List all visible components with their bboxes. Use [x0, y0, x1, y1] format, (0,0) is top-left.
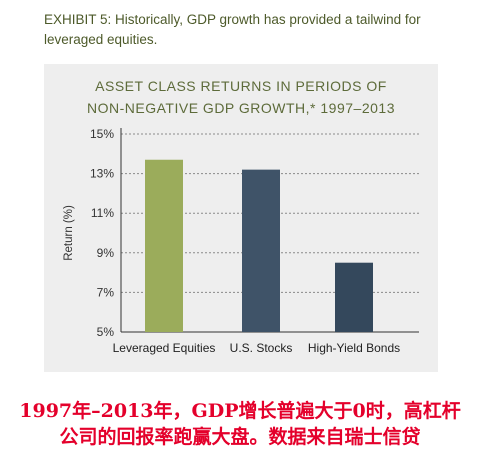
y-axis-label: Return (%) — [63, 205, 75, 261]
y-tick-label: 7% — [97, 285, 115, 299]
bar — [335, 262, 373, 332]
y-tick-label: 15% — [90, 127, 114, 141]
exhibit-caption: EXHIBIT 5: Historically, GDP growth has … — [44, 12, 421, 47]
x-tick-label: High-Yield Bonds — [308, 341, 400, 355]
bar — [242, 169, 280, 332]
y-tick-label: 11% — [91, 206, 114, 220]
x-tick-label: U.S. Stocks — [230, 341, 293, 355]
chart-title-line2: NON-NEGATIVE GDP GROWTH,* 1997–2013 — [87, 100, 395, 116]
bar — [145, 159, 183, 332]
chart-panel: ASSET CLASS RETURNS IN PERIODS OF NON-NE… — [44, 64, 438, 372]
chinese-caption-line2: 公司的回报率跑赢大盘。数据来自瑞士信贷 — [59, 426, 421, 448]
y-tick-label: 13% — [90, 167, 114, 181]
chinese-caption-line1: 1997年–2013年，GDP增长普遍大于0时，高杠杆 — [19, 400, 461, 422]
x-tick-label: Leveraged Equities — [113, 341, 216, 355]
y-tick-label: 5% — [97, 325, 115, 339]
bar-chart: 5% 7% 9% 11% 13% 15% Return (%) Leveraged Equit… — [63, 127, 419, 355]
y-tick-label: 9% — [97, 246, 115, 260]
chart-title-line1: ASSET CLASS RETURNS IN PERIODS OF — [95, 78, 387, 94]
